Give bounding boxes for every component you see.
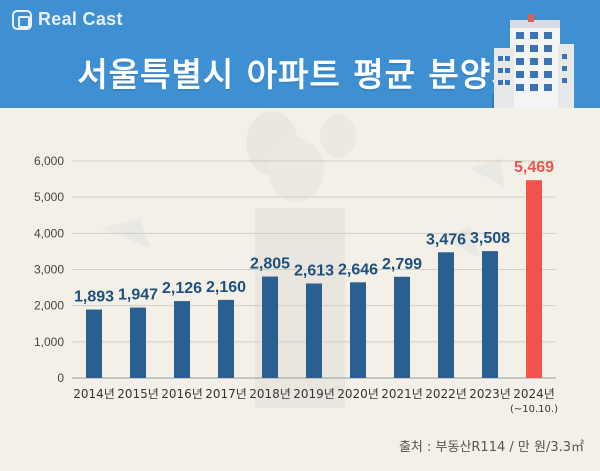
bar-2019년 — [306, 283, 322, 378]
logo-icon — [12, 9, 32, 30]
x-tick-label: 2017년 — [205, 387, 247, 401]
source-note: 출처 : 부동산R114 / 만 원/3.3㎡ — [398, 440, 584, 455]
x-tick-label: 2024년 — [513, 387, 555, 401]
bar-2023년 — [482, 251, 498, 378]
value-label: 2,613 — [294, 262, 334, 279]
value-label: 2,126 — [162, 280, 202, 297]
x-tick-label: 2023년 — [469, 387, 511, 401]
chart-area: 0 1,000 2,000 3,000 4,000 5,000 6,000 1,893 1,9… — [0, 108, 600, 471]
header-banner: Real Cast 서울특별시 아파트 평균 분양가 — [0, 0, 600, 108]
x-tick-note: (~10.10.) — [510, 404, 558, 415]
x-tick-label: 2021년 — [381, 387, 423, 401]
bar-chart: 0 1,000 2,000 3,000 4,000 5,000 6,000 1,893 1,9… — [34, 111, 558, 415]
value-label: 2,160 — [206, 279, 246, 296]
bar-2016년 — [174, 301, 190, 378]
value-label: 2,799 — [382, 256, 422, 273]
y-tick-label: 4,000 — [34, 226, 64, 240]
apartment-building-icon — [492, 14, 574, 108]
bar-2015년 — [130, 307, 146, 378]
x-tick-label: 2015년 — [117, 387, 159, 401]
x-tick-label: 2016년 — [161, 387, 203, 401]
bar-2024년 — [526, 180, 542, 378]
bar-2018년 — [262, 276, 278, 378]
logo-text: Real Cast — [38, 9, 123, 29]
value-label: 2,646 — [338, 261, 378, 278]
value-label: 1,893 — [74, 289, 114, 306]
bar-2022년 — [438, 252, 454, 378]
value-label: 5,469 — [514, 159, 554, 176]
y-tick-label: 0 — [57, 371, 64, 385]
y-tick-label: 2,000 — [34, 299, 64, 313]
x-tick-label: 2014년 — [73, 387, 115, 401]
y-tick-label: 3,000 — [34, 263, 64, 277]
value-label: 3,508 — [470, 230, 510, 247]
x-tick-label: 2022년 — [425, 387, 467, 401]
value-label: 1,947 — [118, 287, 158, 304]
y-tick-label: 5,000 — [34, 190, 64, 204]
x-tick-label: 2019년 — [293, 387, 335, 401]
value-label: 3,476 — [426, 231, 466, 248]
bar-2014년 — [86, 309, 102, 378]
brand-logo: Real Cast — [12, 9, 123, 30]
value-label: 2,805 — [250, 256, 290, 273]
x-tick-label: 2018년 — [249, 387, 291, 401]
bar-2021년 — [394, 276, 410, 378]
page-title: 서울특별시 아파트 평균 분양가 — [77, 55, 523, 94]
bar-2020년 — [350, 282, 366, 378]
y-tick-label: 1,000 — [34, 335, 64, 349]
bar-2017년 — [218, 299, 234, 378]
y-tick-label: 6,000 — [34, 154, 64, 168]
x-tick-label: 2020년 — [337, 387, 379, 401]
